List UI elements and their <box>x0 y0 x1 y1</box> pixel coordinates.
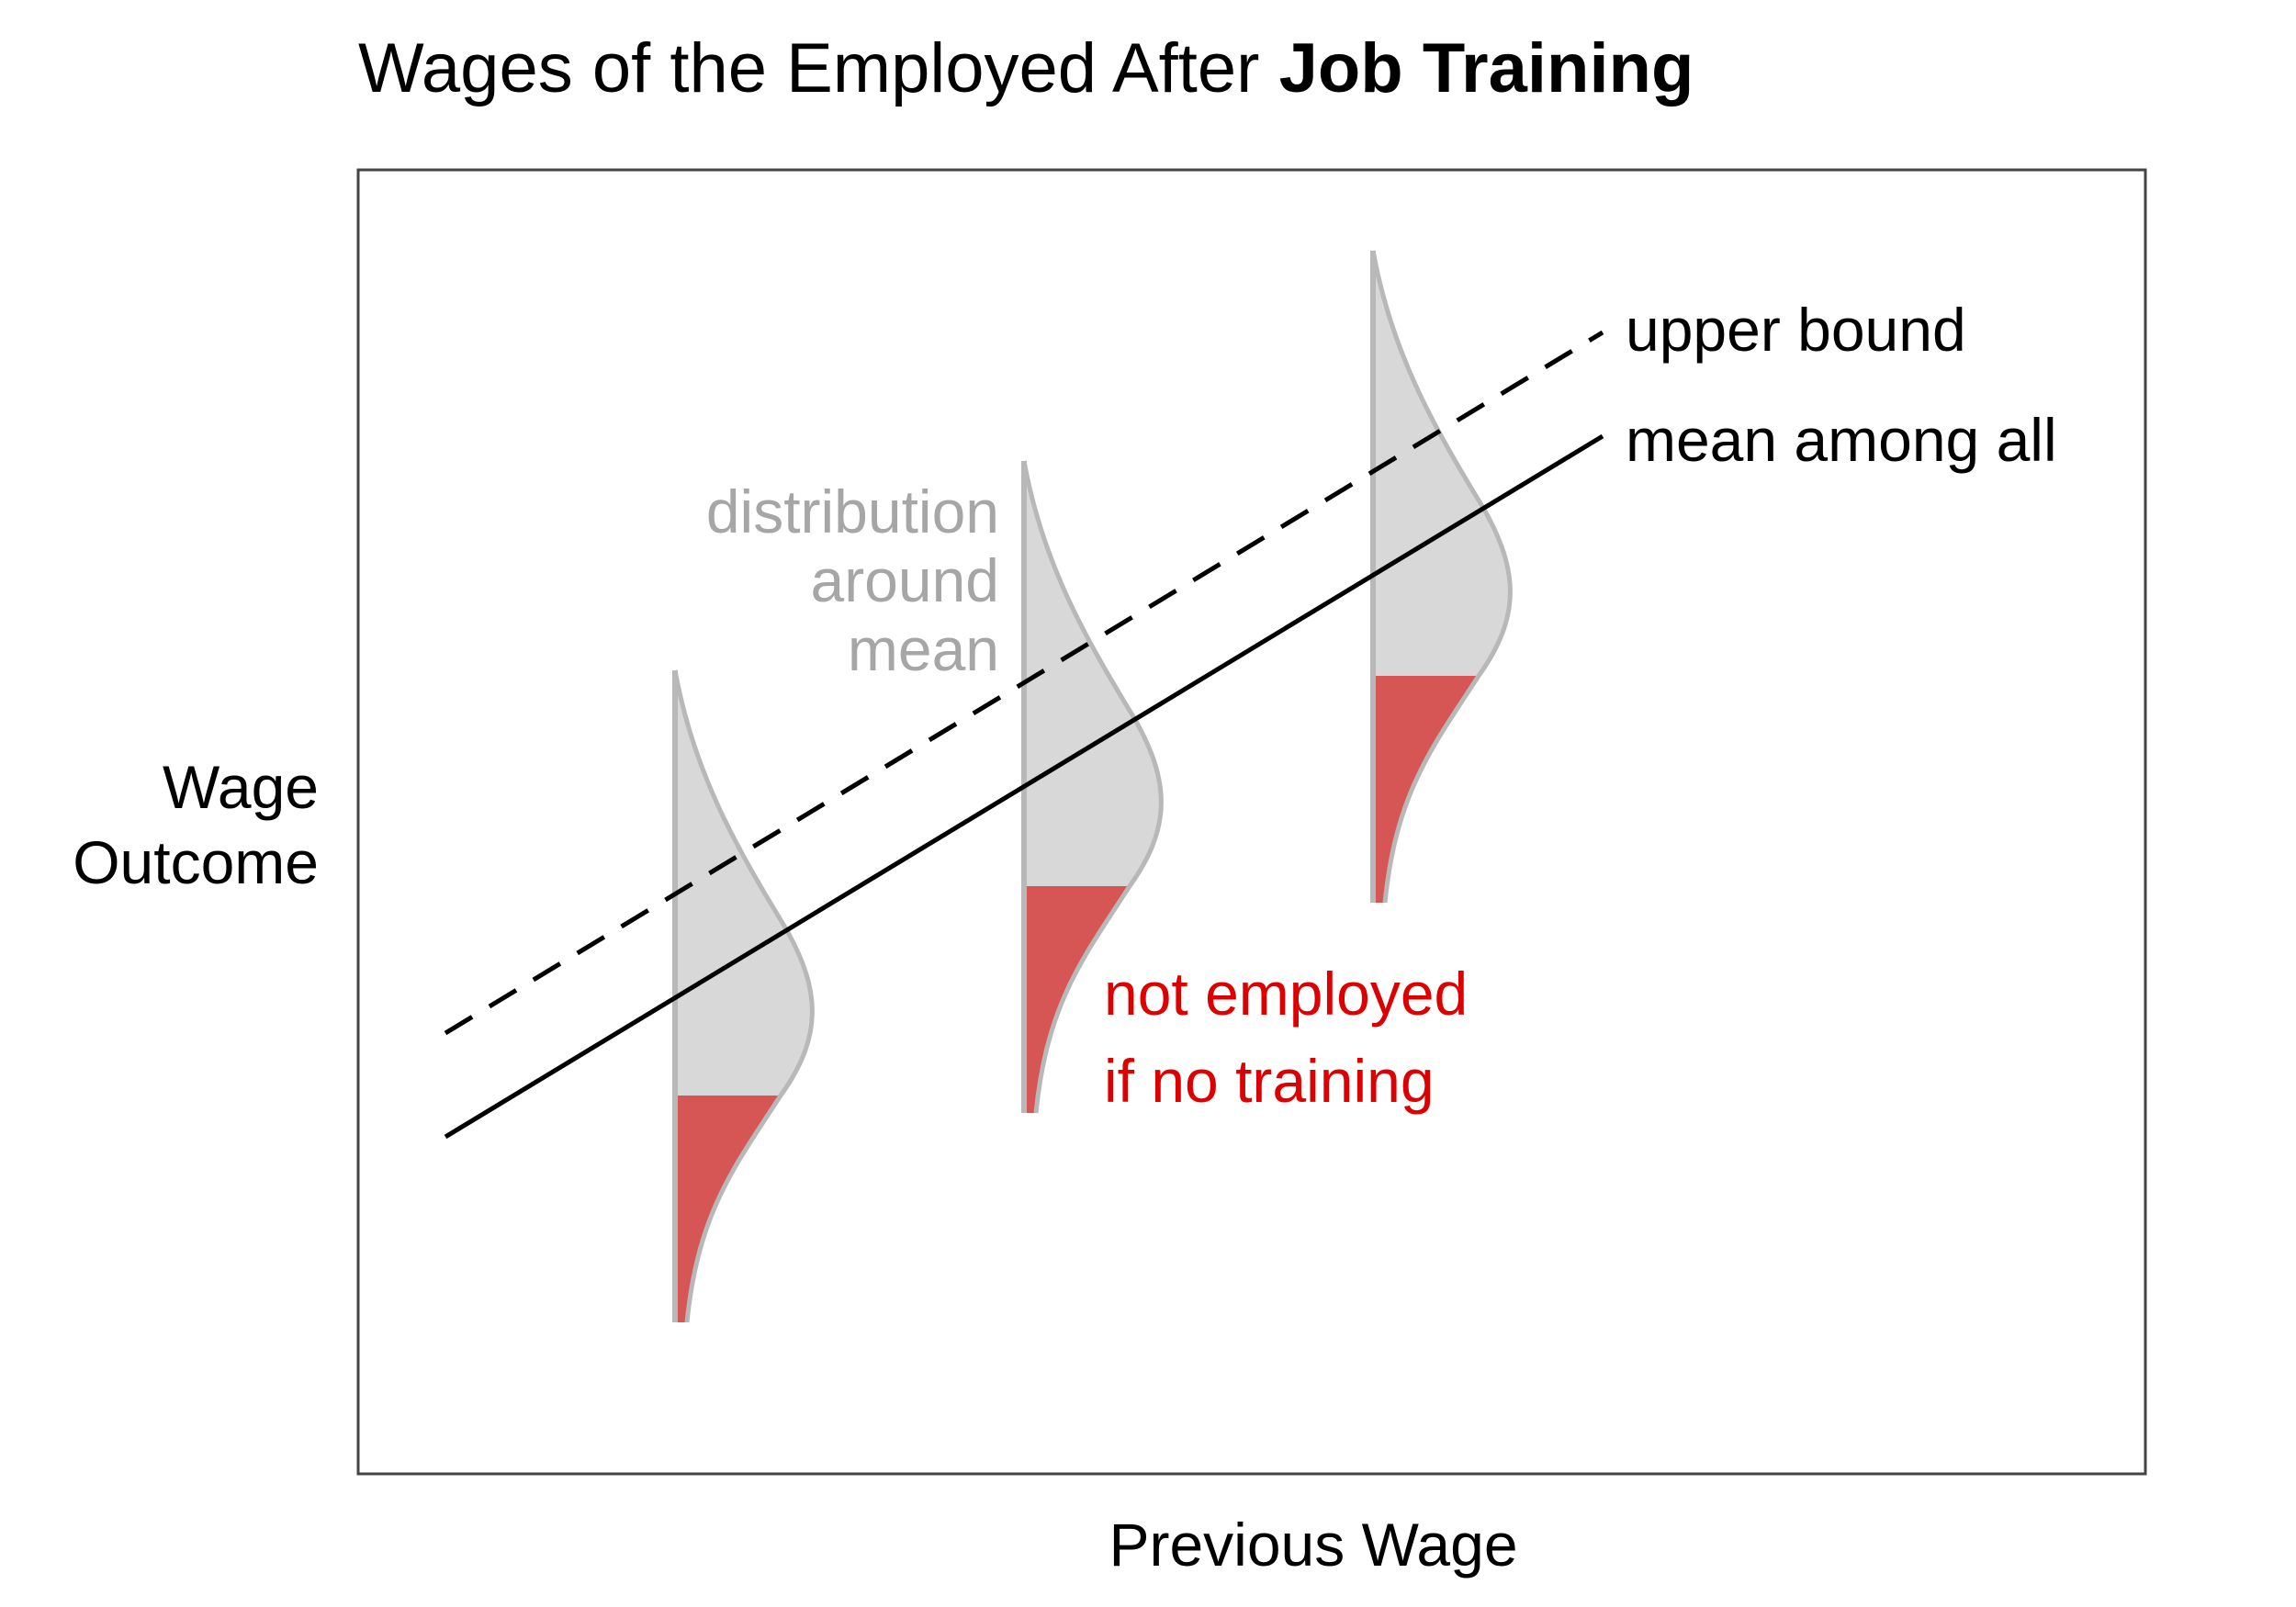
not-employed-annotation: not employed if no training <box>1104 960 1468 1115</box>
distribution-2-curve <box>1021 460 1164 1114</box>
upper-bound-line <box>444 330 1604 1036</box>
diagram-title: Wages of the Employed After Job Training <box>358 29 1694 107</box>
distribution-annotation-line-1: distribution <box>706 478 999 545</box>
distribution-3-curve <box>1370 250 1513 904</box>
mean-label: mean among all <box>1626 406 2057 474</box>
mean-line <box>444 433 1604 1140</box>
y-axis-label: Wage Outcome <box>73 753 319 896</box>
distribution-1-red <box>675 1096 781 1322</box>
x-axis-label: Previous Wage <box>1109 1511 1517 1579</box>
distribution-group <box>672 250 1513 1323</box>
distribution-1-curve <box>672 669 815 1323</box>
distribution-3-gray <box>1373 251 1511 676</box>
upper-bound-label: upper bound <box>1626 296 1966 364</box>
distribution-annotation-line-2: around <box>810 546 999 614</box>
y-axis-label-line-1: Wage <box>163 753 319 821</box>
distribution-3-red <box>1373 676 1479 903</box>
distribution-2-red <box>1024 886 1130 1113</box>
y-axis-label-line-2: Outcome <box>73 828 319 896</box>
distribution-1-gray <box>675 670 813 1096</box>
distribution-annotation: distribution around mean <box>706 478 999 683</box>
title-bold: Job Training <box>1279 29 1694 107</box>
not-employed-line-2: if no training <box>1104 1047 1435 1115</box>
plot-frame <box>356 168 2147 1476</box>
title-regular: Wages of the Employed After <box>358 29 1279 107</box>
distribution-annotation-line-3: mean <box>848 615 999 683</box>
not-employed-line-1: not employed <box>1104 960 1468 1028</box>
distribution-2-gray <box>1024 461 1162 886</box>
